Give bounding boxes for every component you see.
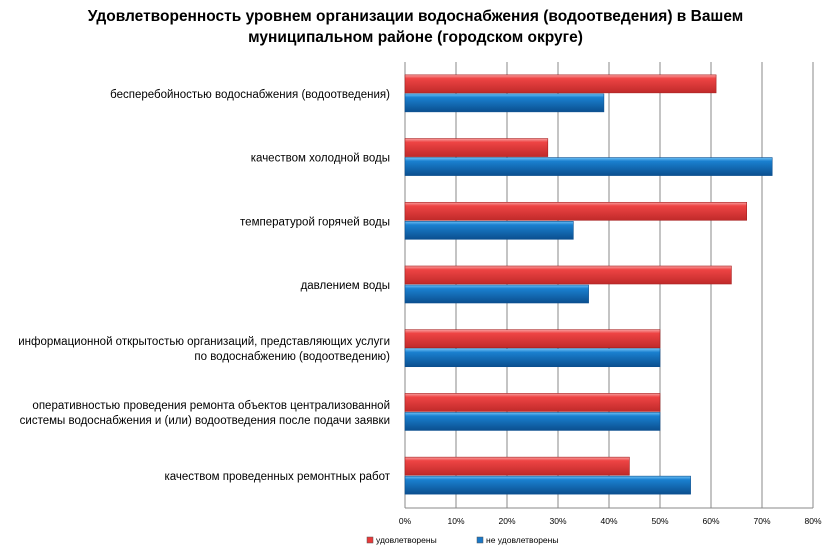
bar-satisfied	[404, 265, 732, 285]
category-label: бесперебойностью водоснабжения (водоотве…	[110, 89, 390, 101]
bar-not-satisfied	[404, 157, 773, 176]
bar-satisfied	[404, 138, 549, 157]
x-tick-label: 0%	[399, 516, 412, 526]
legend-label: удовлетворены	[376, 535, 437, 545]
x-tick-label: 40%	[600, 516, 617, 526]
legend-swatch	[366, 536, 374, 544]
category-label: оперативностью проведения ремонта объект…	[32, 400, 390, 412]
x-tick-label: 60%	[702, 516, 719, 526]
category-label: по водоснабжению (водоотведению)	[194, 351, 390, 363]
category-label: качеством холодной воды	[251, 153, 390, 165]
bar-satisfied	[404, 74, 717, 94]
category-label: давлением воды	[301, 280, 390, 292]
chart-title: Удовлетворенность уровнем организации во…	[87, 8, 744, 46]
category-label: информационной открытостью организаций, …	[18, 336, 390, 348]
category-label: качеством проведенных ремонтных работ	[164, 471, 390, 483]
bar-satisfied	[404, 329, 661, 349]
bar-satisfied	[404, 393, 661, 412]
x-tick-label: 20%	[498, 516, 515, 526]
category-label: системы водоснабжения и (или) водоотведе…	[20, 415, 390, 427]
bar-not-satisfied	[404, 348, 661, 368]
bar-not-satisfied	[404, 93, 605, 113]
bar-not-satisfied	[404, 475, 691, 495]
legend-swatch	[476, 536, 484, 544]
x-tick-label: 50%	[651, 516, 668, 526]
x-tick-label: 70%	[753, 516, 770, 526]
legend-label: не удовлетворены	[486, 535, 558, 545]
bar-satisfied	[404, 456, 630, 476]
x-tick-label: 30%	[549, 516, 566, 526]
category-label: температурой горячей воды	[240, 216, 390, 228]
bar-not-satisfied	[404, 412, 661, 431]
bar-satisfied	[404, 201, 748, 221]
x-tick-label: 10%	[447, 516, 464, 526]
x-tick-label: 80%	[804, 516, 821, 526]
bar-not-satisfied	[404, 220, 574, 240]
bar-not-satisfied	[404, 284, 589, 304]
